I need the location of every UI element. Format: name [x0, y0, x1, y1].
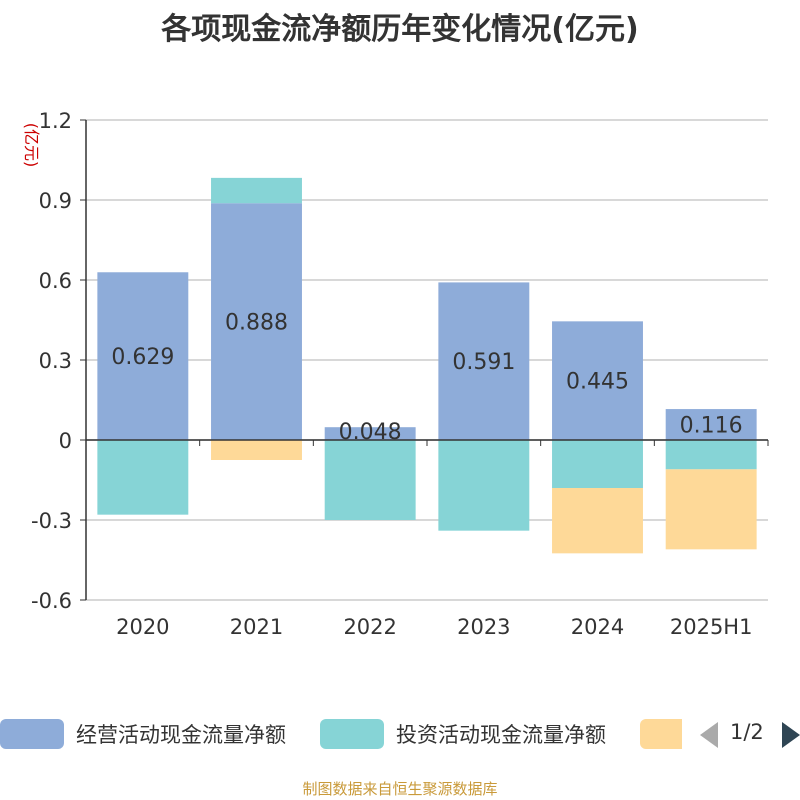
legend-page-indicator: 1/2 — [730, 720, 764, 744]
legend-item-investing[interactable]: 投资活动现金流量净额 — [320, 716, 606, 752]
data-labels: 0.629 0.888 0.048 0.591 0.445 0.116 — [111, 311, 742, 446]
chart-title: 各项现金流净额历年变化情况(亿元) — [161, 12, 639, 47]
bar-series0-2020 — [97, 272, 189, 440]
y-tick-label: -0.3 — [31, 509, 72, 533]
x-tick-label: 2022 — [343, 615, 396, 639]
legend-swatch-operating — [0, 719, 64, 749]
x-tick-label: 2025H1 — [670, 615, 753, 639]
data-label: 0.445 — [566, 370, 629, 395]
bar-series1-2020 — [97, 440, 189, 515]
bar-series2-2024 — [552, 488, 643, 554]
y-tick-label: -0.6 — [31, 589, 72, 613]
legend-swatch-investing — [320, 719, 384, 749]
legend-next-page-icon[interactable] — [782, 722, 800, 748]
bar-series0-2023 — [438, 282, 530, 440]
x-tick-label: 2023 — [457, 615, 510, 639]
legend-item-operating[interactable]: 经营活动现金流量净额 — [0, 716, 286, 752]
bar-series0-2021 — [211, 203, 302, 440]
bar-series1-2025H1 — [665, 440, 757, 470]
x-tick-label: 2020 — [116, 615, 169, 639]
legend-label-investing: 投资活动现金流量净额 — [396, 723, 606, 747]
y-axis-unit-label: (亿元) — [22, 123, 41, 168]
y-tick-label: 0.6 — [39, 269, 72, 293]
bar-chart: -0.6 -0.3 0 0.3 0.6 0.9 1.2 2020 2021 2022 2023 202… — [22, 109, 769, 639]
axes: -0.6 -0.3 0 0.3 0.6 0.9 1.2 2020 2021 2022 2023 202… — [31, 109, 769, 639]
data-label: 0.888 — [225, 311, 288, 336]
source-note: 制图数据来自恒生聚源数据库 — [302, 780, 498, 798]
x-tick-label: 2024 — [571, 615, 624, 639]
y-tick-label: 1.2 — [39, 109, 72, 133]
data-label: 0.048 — [339, 420, 402, 445]
bar-series0-2022 — [324, 427, 416, 440]
y-tick-label: 0 — [59, 429, 72, 453]
legend: 经营活动现金流量净额 投资活动现金流量净额 1/2 — [0, 716, 800, 752]
data-label: 0.116 — [680, 414, 743, 439]
y-tick-label: 0.3 — [39, 349, 72, 373]
legend-prev-page-icon[interactable] — [700, 722, 718, 748]
y-tick-label: 0.9 — [39, 189, 72, 213]
legend-label-operating: 经营活动现金流量净额 — [76, 723, 286, 747]
legend-item-third[interactable] — [640, 716, 694, 752]
bar-series1-2021 — [211, 177, 302, 204]
bar-series2-2021 — [211, 440, 302, 460]
bar-series2-2025H1 — [665, 469, 757, 550]
bars — [97, 177, 757, 554]
bar-series1-2022 — [324, 440, 416, 520]
bar-series1-2024 — [552, 440, 643, 488]
legend-swatch-third — [640, 719, 682, 749]
bar-series1-2023 — [438, 440, 530, 531]
data-label: 0.591 — [452, 350, 515, 375]
x-tick-label: 2021 — [230, 615, 283, 639]
bar-series0-2024 — [552, 321, 643, 440]
bar-series0-2025H1 — [665, 409, 757, 440]
data-label: 0.629 — [111, 345, 174, 370]
